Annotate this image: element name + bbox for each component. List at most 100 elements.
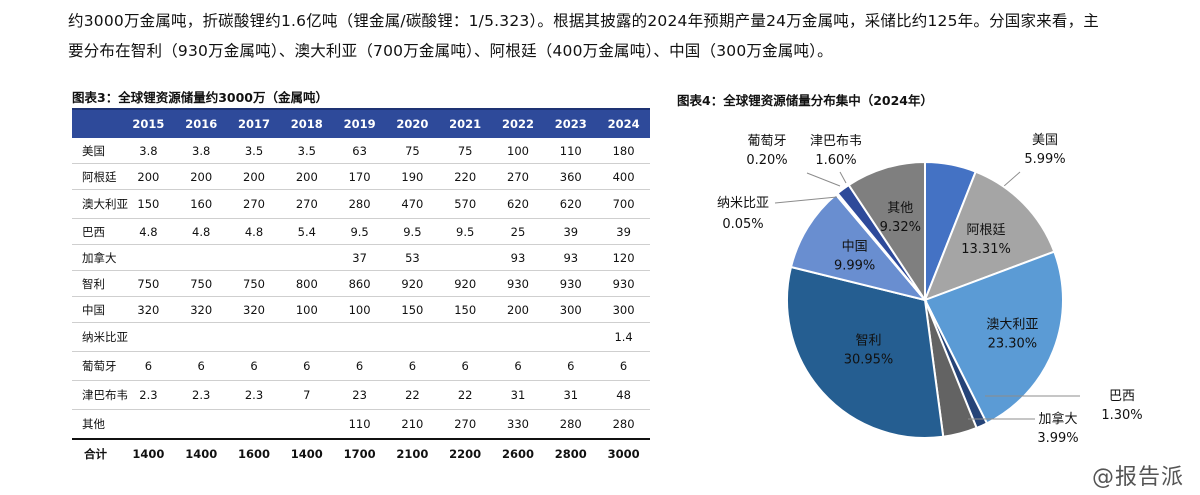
table-cell: 3.8 [122, 138, 175, 164]
table-cell: 5.4 [280, 218, 334, 245]
table-row: 葡萄牙 6 6 6 6 6 6 6 6 6 6 [72, 351, 650, 381]
header-year: 2024 [597, 108, 650, 138]
table-cell: 160 [174, 189, 228, 219]
table-cell: 4.8 [174, 218, 228, 245]
table-cell: 270 [438, 409, 492, 440]
table-cell: 620 [544, 189, 598, 219]
pie-slice [789, 193, 928, 302]
table-cell: 2.3 [122, 380, 175, 410]
row-country-label: 中国 [72, 296, 122, 323]
pie-slice [923, 170, 1056, 302]
table-cell [385, 322, 439, 352]
table-cell [280, 244, 334, 271]
table-cell: 1.4 [597, 322, 650, 352]
table-cell: 210 [385, 409, 439, 440]
table-cell: 3.5 [280, 138, 334, 164]
slice-label: 加拿大 [1038, 411, 1077, 427]
row-country-label: 加拿大 [72, 244, 122, 271]
table-cell: 37 [333, 244, 386, 271]
header-year: 2023 [544, 108, 598, 138]
header-year: 2020 [385, 108, 439, 138]
table-cell [280, 322, 334, 352]
slice-value-label: 3.99% [1037, 431, 1078, 446]
table-cell [544, 322, 598, 352]
slice-label: 阿根廷 [967, 223, 1006, 238]
table-cell: 860 [333, 270, 386, 297]
table-row: 智利 750 750 750 800 860 920 920 930 930 930 [72, 270, 650, 297]
table-cell: 200 [227, 163, 281, 190]
table-cell: 280 [597, 409, 650, 440]
reserves-pie-chart: 美国 5.99% 阿根廷 13.31% 澳大利亚 23.30% 巴西 1.30% 加拿大 3.99… [717, 133, 1143, 446]
pie-slice [786, 265, 945, 439]
table-cell: 6 [597, 351, 650, 381]
table-cell: 4.8 [122, 218, 175, 245]
table-cell [227, 244, 281, 271]
table-cell: 2.3 [227, 380, 281, 410]
table-total-row: 合计 1400 1400 1600 1400 1700 2100 2200 26… [72, 438, 650, 468]
slice-label: 津巴布韦 [810, 134, 862, 149]
table-cell: 200 [174, 163, 228, 190]
table-cell: 270 [227, 189, 281, 219]
table-cell: 75 [438, 138, 492, 164]
table-cell [438, 244, 492, 271]
table-row: 中国 320 320 320 100 100 150 150 200 300 300 [72, 296, 650, 323]
table-row: 加拿大 37 53 93 93 120 [72, 244, 650, 271]
table-cell [491, 322, 545, 352]
table-cell: 7 [280, 380, 334, 410]
table-cell: 3.5 [227, 138, 281, 164]
table-cell: 220 [438, 163, 492, 190]
slice-label: 美国 [1032, 133, 1058, 148]
table-cell: 9.5 [385, 218, 439, 245]
table-cell [174, 409, 228, 440]
table-cell: 320 [122, 296, 175, 323]
leader-line [774, 196, 838, 204]
table-cell: 6 [333, 351, 386, 381]
header-year: 2016 [174, 108, 228, 138]
row-country-label: 葡萄牙 [72, 351, 122, 381]
table-cell: 3.8 [174, 138, 228, 164]
table-cell: 6 [491, 351, 545, 381]
table-cell: 6 [438, 351, 492, 381]
table-cell: 400 [597, 163, 650, 190]
table-header-row: 2015 2016 2017 2018 2019 2020 2021 2022 … [72, 108, 650, 138]
table-cell: 23 [333, 380, 386, 410]
table-cell: 280 [333, 189, 386, 219]
table-cell: 6 [385, 351, 439, 381]
row-country-label: 澳大利亚 [72, 189, 128, 219]
slice-value-label: 0.05% [722, 217, 763, 232]
table-cell: 920 [438, 270, 492, 297]
table-row: 澳大利亚 150 160 270 270 280 470 570 620 620 700 [72, 189, 650, 219]
row-country-label: 纳米比亚 [72, 322, 128, 352]
table-cell: 2.3 [174, 380, 228, 410]
table-cell: 6 [544, 351, 598, 381]
total-cell: 1400 [122, 438, 175, 468]
row-country-label: 美国 [72, 138, 122, 164]
slice-value-label: 13.31% [961, 242, 1011, 257]
header-year: 2022 [491, 108, 545, 138]
table-cell: 200 [280, 163, 334, 190]
table-cell: 39 [544, 218, 598, 245]
slice-value-label: 9.32% [880, 220, 921, 235]
total-cell: 2200 [438, 438, 492, 468]
total-cell: 2800 [544, 438, 598, 468]
table-row: 阿根廷 200 200 200 200 170 190 220 270 360 400 [72, 163, 650, 190]
pie-slice [923, 250, 1064, 425]
header-blank [72, 108, 122, 138]
table-cell: 620 [491, 189, 545, 219]
slice-label: 其他 [887, 201, 913, 216]
table-cell [280, 409, 334, 440]
slice-label: 智利 [855, 334, 881, 349]
table-cell: 570 [438, 189, 492, 219]
total-cell: 1400 [280, 438, 334, 468]
table-cell: 170 [333, 163, 386, 190]
table-cell: 63 [333, 138, 386, 164]
slice-value-label: 23.30% [988, 336, 1038, 351]
slice-label: 葡萄牙 [747, 134, 786, 149]
table-cell: 6 [122, 351, 175, 381]
table-cell [227, 322, 281, 352]
intro-line-1: 约3000万金属吨，折碳酸锂约1.6亿吨（锂金属/碳酸锂：1/5.323）。根据… [68, 12, 1099, 30]
table-cell: 200 [491, 296, 545, 323]
slice-value-label: 1.30% [1101, 408, 1142, 423]
slice-label: 纳米比亚 [717, 196, 769, 211]
table-cell: 150 [122, 189, 175, 219]
